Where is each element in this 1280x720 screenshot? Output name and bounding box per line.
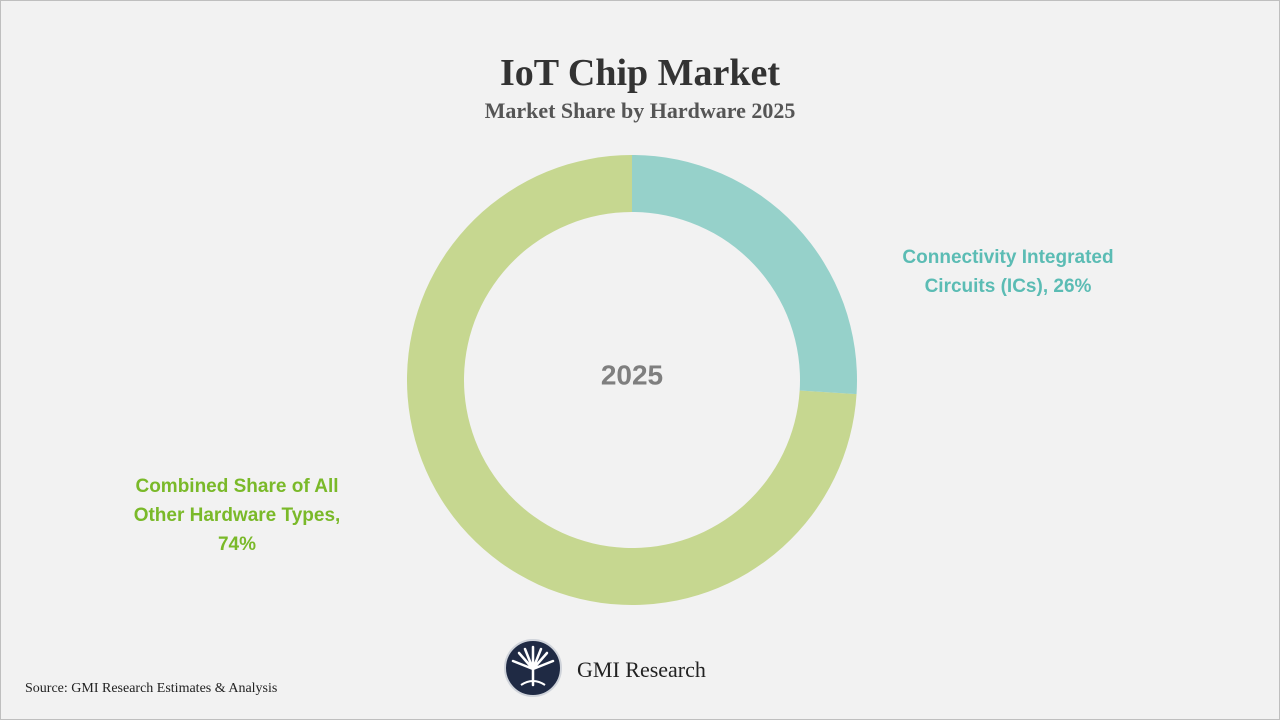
- logo: [504, 639, 562, 697]
- brand-name: GMI Research: [577, 657, 706, 682]
- source-note: Source: GMI Research Estimates & Analysi…: [25, 681, 278, 696]
- data-label: Connectivity Integrated Circuits (ICs), …: [902, 247, 1114, 297]
- chart-subtitle: Market Share by Hardware 2025: [484, 98, 796, 123]
- chart-title: IoT Chip Market: [499, 52, 781, 94]
- donut-slice: [632, 155, 858, 395]
- center-label: 2025: [601, 359, 663, 390]
- data-label: Combined Share of All Other Hardware Typ…: [133, 476, 341, 555]
